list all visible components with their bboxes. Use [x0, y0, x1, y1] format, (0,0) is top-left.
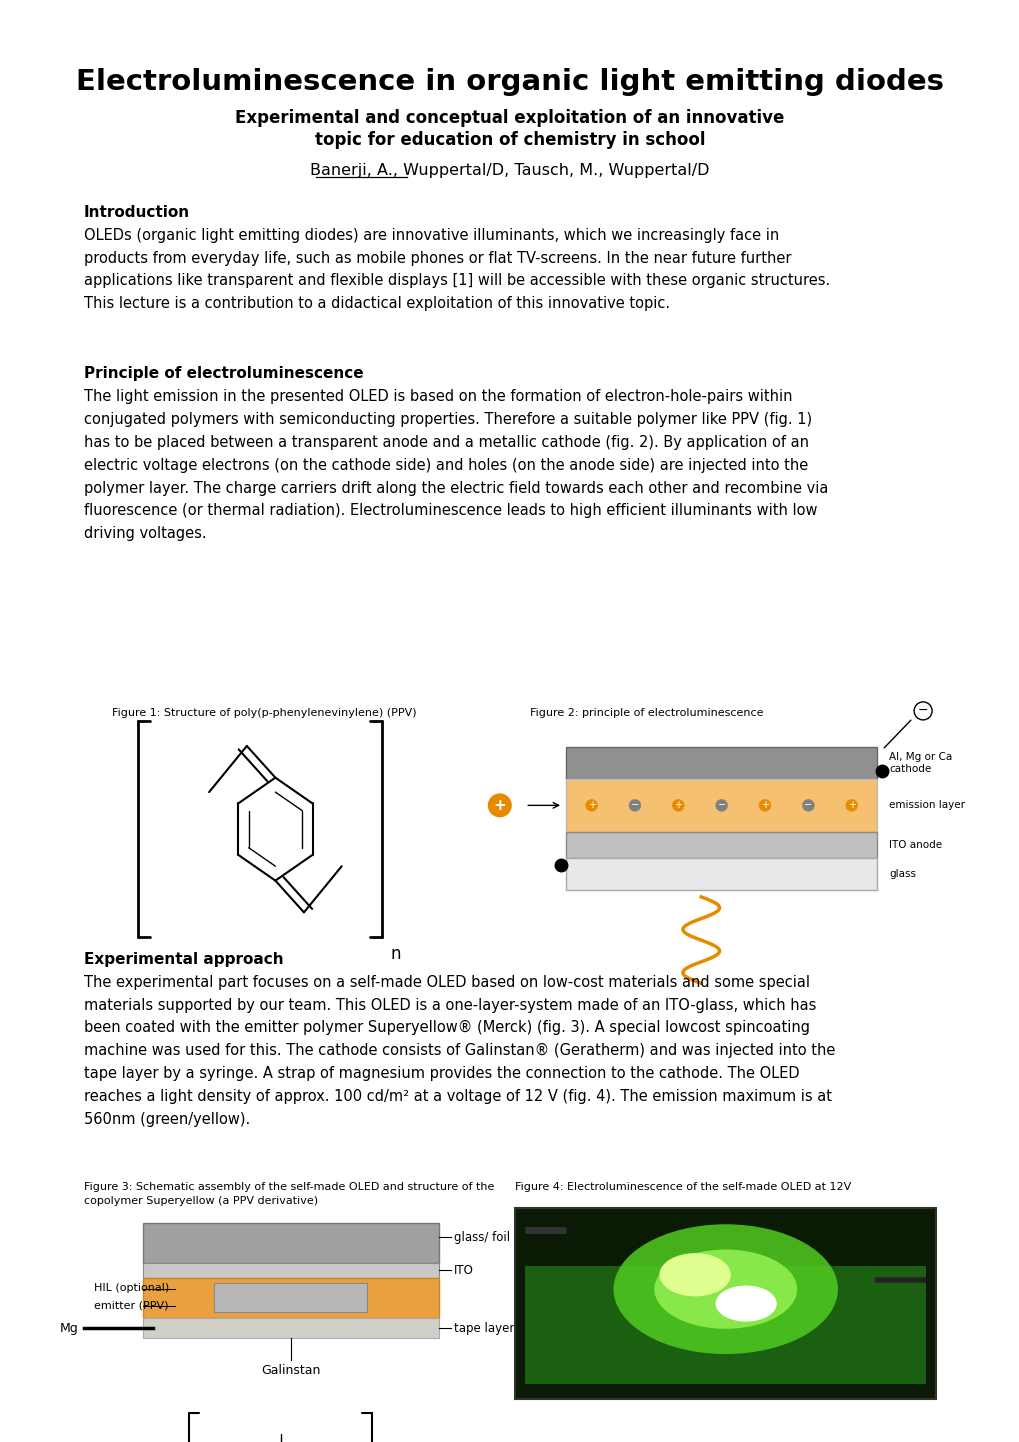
- Text: −: −: [804, 800, 811, 810]
- Text: Introduction: Introduction: [84, 205, 190, 219]
- Text: −: −: [631, 800, 638, 810]
- Text: emission layer: emission layer: [889, 800, 965, 810]
- Ellipse shape: [658, 1253, 730, 1296]
- Text: +: +: [493, 797, 505, 813]
- Text: Mg: Mg: [60, 1321, 78, 1335]
- Text: glass: glass: [889, 870, 915, 878]
- Ellipse shape: [613, 1224, 838, 1354]
- Text: The light emission in the presented OLED is based on the formation of electron-h: The light emission in the presented OLED…: [84, 389, 827, 541]
- Ellipse shape: [654, 1249, 797, 1328]
- Text: ITO: ITO: [453, 1263, 473, 1278]
- Text: The experimental part focuses on a self-made OLED based on low-cost materials an: The experimental part focuses on a self-…: [84, 975, 835, 1126]
- Text: emitter (PPV): emitter (PPV): [94, 1301, 168, 1311]
- Text: Figure 1: Structure of poly(p-phenylenevinylene) (PPV): Figure 1: Structure of poly(p-phenylenev…: [112, 708, 417, 718]
- Text: Figure 4: Electroluminescence of the self-made OLED at 12V: Figure 4: Electroluminescence of the sel…: [515, 1182, 851, 1193]
- Text: −: −: [917, 704, 927, 718]
- Ellipse shape: [715, 1286, 776, 1321]
- Text: ITO anode: ITO anode: [889, 841, 942, 849]
- Text: Experimental approach: Experimental approach: [84, 952, 283, 966]
- Text: glass/ foil: glass/ foil: [453, 1230, 510, 1244]
- Text: Figure 2: principle of electroluminescence: Figure 2: principle of electroluminescen…: [530, 708, 763, 718]
- Text: topic for education of chemistry in school: topic for education of chemistry in scho…: [315, 131, 704, 149]
- Bar: [566, 779, 876, 832]
- Text: −: −: [717, 800, 725, 810]
- Text: HIL (optional): HIL (optional): [94, 1283, 169, 1293]
- Bar: [566, 832, 876, 858]
- Text: Banerji, A., Wuppertal/D, Tausch, M., Wuppertal/D: Banerji, A., Wuppertal/D, Tausch, M., Wu…: [310, 163, 709, 177]
- Text: Electroluminescence in organic light emitting diodes: Electroluminescence in organic light emi…: [76, 68, 943, 97]
- Text: Principle of electroluminescence: Principle of electroluminescence: [84, 366, 363, 381]
- Text: n: n: [390, 945, 400, 962]
- Text: +: +: [587, 800, 595, 810]
- Bar: [143, 1318, 438, 1338]
- Text: Galinstan: Galinstan: [261, 1364, 320, 1377]
- Bar: [566, 858, 876, 890]
- Bar: [566, 747, 876, 779]
- Bar: [143, 1223, 438, 1263]
- Text: +: +: [847, 800, 855, 810]
- Text: tape layer: tape layer: [453, 1321, 514, 1335]
- Bar: [143, 1278, 438, 1318]
- Text: Al, Mg or Ca
cathode: Al, Mg or Ca cathode: [889, 751, 952, 774]
- Bar: [515, 1208, 935, 1399]
- Text: OLEDs (organic light emitting diodes) are innovative illuminants, which we incre: OLEDs (organic light emitting diodes) ar…: [84, 228, 829, 311]
- Text: +: +: [760, 800, 768, 810]
- Bar: [143, 1263, 438, 1278]
- Text: +: +: [674, 800, 682, 810]
- Text: Figure 3: Schematic assembly of the self-made OLED and structure of the
copolyme: Figure 3: Schematic assembly of the self…: [84, 1182, 493, 1206]
- Bar: [214, 1283, 367, 1312]
- Text: Experimental and conceptual exploitation of an innovative: Experimental and conceptual exploitation…: [235, 110, 784, 127]
- Bar: [525, 1266, 925, 1384]
